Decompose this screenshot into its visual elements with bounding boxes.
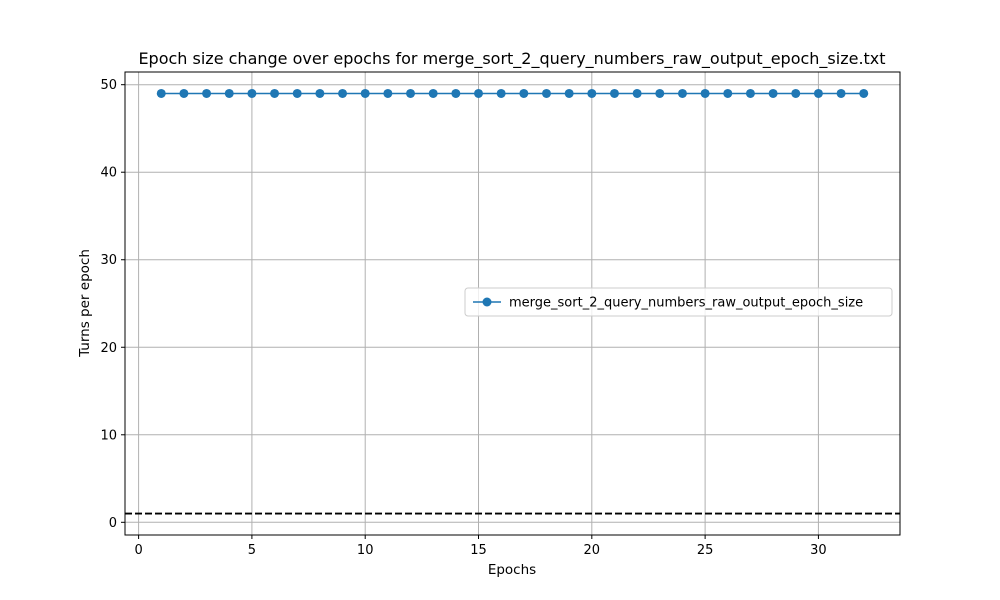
x-tick-label: 5 — [248, 543, 256, 558]
data-point-marker — [587, 88, 597, 98]
y-tick-label: 10 — [100, 428, 117, 443]
legend: merge_sort_2_query_numbers_raw_output_ep… — [464, 287, 893, 317]
data-point-marker — [859, 88, 869, 98]
data-point-marker — [677, 88, 687, 98]
y-axis-label: Turns per epoch — [77, 249, 93, 358]
data-point-marker — [791, 88, 801, 98]
data-point-marker — [519, 88, 529, 98]
data-point-marker — [315, 88, 325, 98]
data-point-marker — [406, 88, 416, 98]
data-point-marker — [292, 88, 302, 98]
data-point-marker — [179, 88, 189, 98]
data-point-marker — [156, 88, 166, 98]
data-point-marker — [723, 88, 733, 98]
data-point-marker — [338, 88, 348, 98]
x-tick-label: 0 — [134, 543, 142, 558]
data-point-marker — [270, 88, 280, 98]
data-point-marker — [836, 88, 846, 98]
x-axis-label: Epochs — [488, 562, 536, 578]
y-tick-label: 30 — [100, 253, 117, 268]
data-point-marker — [813, 88, 823, 98]
y-tick-label: 40 — [100, 166, 117, 181]
data-point-marker — [564, 88, 574, 98]
grid-lines — [125, 72, 900, 535]
data-point-marker — [541, 88, 551, 98]
data-point-marker — [609, 88, 619, 98]
data-point-marker — [202, 88, 212, 98]
legend-label: merge_sort_2_query_numbers_raw_output_ep… — [509, 296, 863, 311]
data-point-marker — [700, 88, 710, 98]
data-point-marker — [496, 88, 506, 98]
data-point-marker — [451, 88, 461, 98]
data-point-marker — [383, 88, 393, 98]
y-tick-label: 50 — [100, 78, 117, 93]
chart-title: Epoch size change over epochs for merge_… — [138, 49, 885, 69]
data-point-marker — [224, 88, 234, 98]
data-point-marker — [428, 88, 438, 98]
legend-frame — [464, 287, 893, 317]
x-tick-label: 25 — [697, 543, 714, 558]
plot-area-frame — [124, 71, 901, 536]
data-point-marker — [474, 88, 484, 98]
x-tick-label: 10 — [357, 543, 374, 558]
y-tick-label: 20 — [100, 341, 117, 356]
x-tick-label: 20 — [584, 543, 601, 558]
x-axis-ticks: 0 5 10 15 20 25 30 — [134, 535, 827, 558]
data-point-marker — [360, 88, 370, 98]
x-tick-label: 15 — [470, 543, 487, 558]
y-tick-label: 0 — [109, 516, 117, 531]
y-axis-ticks: 0 10 20 30 40 50 — [100, 78, 125, 531]
data-point-marker — [632, 88, 642, 98]
data-point-marker — [768, 88, 778, 98]
x-tick-label: 30 — [810, 543, 827, 558]
data-series — [156, 88, 869, 98]
data-point-marker — [655, 88, 665, 98]
legend-swatch-marker — [482, 297, 492, 307]
data-point-marker — [247, 88, 257, 98]
data-point-marker — [745, 88, 755, 98]
